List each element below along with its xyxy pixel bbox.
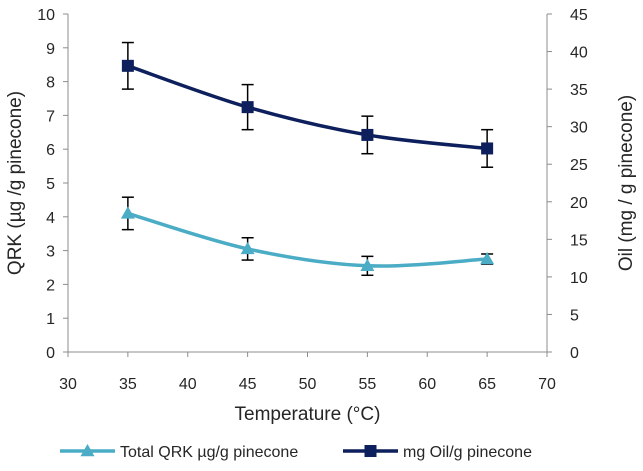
y-right-tick-label: 40: [570, 45, 588, 62]
axes-layer: 30 35 40 45 50 55 60 65 700123456789100510152025…: [5, 7, 637, 425]
x-tick-label: 30: [59, 376, 77, 393]
oil-data-point: [241, 101, 254, 114]
oil-series-line: [126, 64, 489, 151]
qrk-data-point: [360, 258, 375, 272]
legend-oil-marker: [364, 445, 377, 457]
x-tick-label: 65: [478, 376, 496, 393]
y-left-tick-label: 6: [46, 142, 55, 159]
legend-qrk-marker: [80, 444, 95, 457]
y-left-tick-label: 1: [46, 311, 55, 328]
y-left-tick-label: 4: [46, 210, 55, 227]
y-left-tick-label: 5: [46, 176, 55, 193]
legend-qrk-label: Total QRK µg/g pinecone: [120, 444, 298, 461]
y-right-tick-label: 30: [570, 120, 588, 137]
y-left-tick-label: 7: [46, 108, 55, 125]
y-right-tick-label: 0: [570, 345, 579, 362]
x-tick-label: 40: [179, 376, 197, 393]
oil-data-point: [361, 128, 374, 141]
y-right-tick-label: 10: [570, 270, 588, 287]
y-left-tick-label: 10: [37, 7, 55, 24]
oil-data-point: [481, 142, 494, 155]
y-right-tick-label: 45: [570, 7, 588, 24]
x-tick-label: 35: [119, 376, 137, 393]
x-tick-label: 45: [239, 376, 257, 393]
y-left-tick-label: 9: [46, 41, 55, 58]
y-left-tick-label: 8: [46, 75, 55, 92]
y-right-axis-title: Oil (mg / g pinecone): [616, 95, 637, 271]
oil-data-point: [121, 59, 134, 72]
y-right-tick-label: 20: [570, 195, 588, 212]
y-left-tick-label: 0: [46, 345, 55, 362]
x-tick-label: 60: [418, 376, 436, 393]
legend-layer: Total QRK µg/g pinecone mg Oil/g pinecone: [60, 444, 532, 461]
qrk-series-line: [126, 211, 489, 268]
x-tick-label: 55: [358, 376, 376, 393]
qrk-data-point: [480, 252, 495, 265]
x-tick-label: 70: [538, 376, 556, 393]
x-tick-label: 50: [299, 376, 317, 393]
legend-oil-label: mg Oil/g pinecone: [403, 444, 532, 461]
y-right-tick-label: 15: [570, 232, 588, 249]
y-left-tick-label: 2: [46, 277, 55, 294]
y-left-axis-title: QRK (µg /g pinecone): [5, 91, 26, 275]
y-right-tick-label: 5: [570, 307, 579, 324]
qrk-data-point: [120, 206, 135, 219]
y-right-tick-label: 35: [570, 82, 588, 99]
x-axis-title: Temperature (°C): [235, 404, 381, 425]
qrk-data-point: [240, 241, 255, 255]
series-layer: [120, 41, 495, 277]
y-right-tick-label: 25: [570, 157, 588, 174]
y-left-tick-label: 3: [46, 244, 55, 261]
